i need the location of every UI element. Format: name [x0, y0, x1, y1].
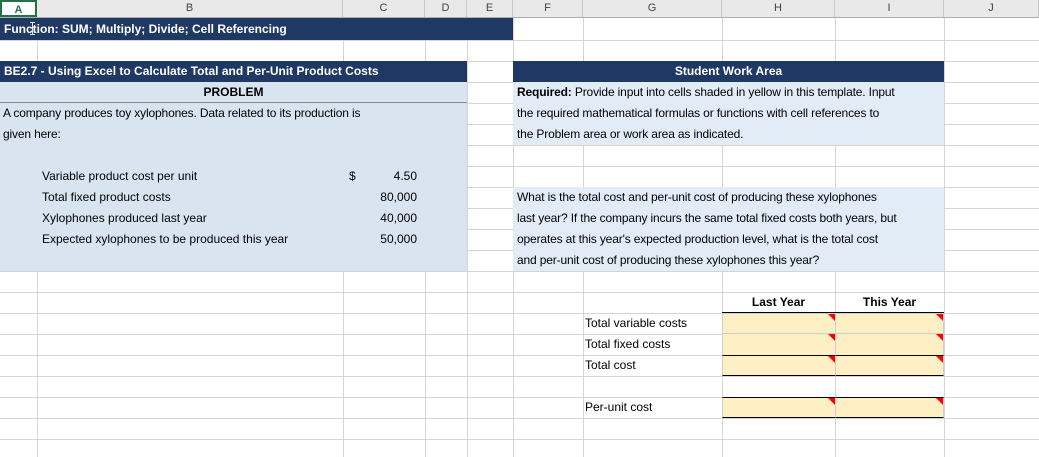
- problem-label[interactable]: PROBLEM: [0, 82, 467, 103]
- required-block: Required: Provide input into cells shade…: [513, 82, 944, 145]
- input-cell-per-unit-cost-this-year[interactable]: [835, 397, 944, 418]
- question-line-3: operates at this year's expected product…: [517, 232, 878, 246]
- currency-symbol: $: [349, 169, 356, 183]
- required-line-2: the required mathematical formulas or fu…: [517, 106, 880, 120]
- comment-indicator-icon: [936, 314, 943, 321]
- column-header-c[interactable]: C: [343, 0, 425, 17]
- column-header-row: A B C D E F G H I J: [0, 0, 1039, 18]
- item-value-fixed-costs[interactable]: 80,000: [343, 187, 419, 208]
- question-line-2: last year? If the company incurs the sam…: [517, 211, 897, 225]
- item-label-expected-this-year[interactable]: Expected xylophones to be produced this …: [42, 232, 289, 246]
- item-value-text: 80,000: [380, 190, 417, 204]
- comment-indicator-icon: [936, 356, 943, 363]
- problem-panel: PROBLEM A company produces toy xylophone…: [0, 82, 467, 271]
- row-label-per-unit-cost[interactable]: Per-unit cost: [585, 400, 653, 414]
- input-cell-total-cost-last-year[interactable]: [722, 355, 835, 376]
- input-cell-total-fixed-costs-last-year[interactable]: [722, 334, 835, 355]
- item-label-produced-last-year[interactable]: Xylophones produced last year: [42, 211, 207, 225]
- column-header-j[interactable]: J: [944, 0, 1039, 17]
- table-header-this-year[interactable]: This Year: [835, 292, 944, 313]
- item-value-text: 40,000: [380, 211, 417, 225]
- question-line-4: and per-unit cost of producing these xyl…: [517, 253, 820, 267]
- comment-indicator-icon: [828, 398, 835, 405]
- column-header-g[interactable]: G: [583, 0, 722, 17]
- column-header-a[interactable]: A: [0, 0, 37, 17]
- comment-indicator-icon: [828, 314, 835, 321]
- question-line-1: What is the total cost and per-unit cost…: [517, 190, 877, 204]
- input-cell-total-cost-this-year[interactable]: [835, 355, 944, 376]
- input-cell-total-variable-costs-this-year[interactable]: [835, 313, 944, 334]
- comment-indicator-icon: [936, 398, 943, 405]
- cell-a1-function-title[interactable]: Function: SUM; Multiply; Divide; Cell Re…: [0, 18, 513, 40]
- input-cell-per-unit-cost-last-year[interactable]: [722, 397, 835, 418]
- work-area-section-header[interactable]: Student Work Area: [513, 61, 944, 82]
- item-value-variable-cost[interactable]: $ 4.50: [343, 166, 419, 187]
- function-title-text: Function: SUM; Multiply; Divide; Cell Re…: [4, 22, 287, 36]
- comment-indicator-icon: [828, 334, 835, 341]
- input-cell-total-variable-costs-last-year[interactable]: [722, 313, 835, 334]
- item-value-produced-last-year[interactable]: 40,000: [343, 208, 419, 229]
- comment-indicator-icon: [936, 334, 943, 341]
- required-line-3: the Problem area or work area as indicat…: [517, 127, 744, 141]
- row-label-total-fixed-costs[interactable]: Total fixed costs: [585, 337, 671, 351]
- input-cell-total-fixed-costs-this-year[interactable]: [835, 334, 944, 355]
- required-label: Required:: [517, 85, 572, 99]
- problem-section-header[interactable]: BE2.7 - Using Excel to Calculate Total a…: [0, 61, 467, 82]
- question-block: What is the total cost and per-unit cost…: [513, 187, 944, 271]
- description-line-2: given here:: [3, 127, 61, 141]
- text-caret: [30, 22, 35, 35]
- comment-indicator-icon: [828, 356, 835, 363]
- column-header-f[interactable]: F: [513, 0, 583, 17]
- required-line-1: Provide input into cells shaded in yello…: [574, 85, 895, 99]
- column-header-d[interactable]: D: [425, 0, 467, 17]
- item-value-expected-this-year[interactable]: 50,000: [343, 229, 419, 250]
- column-header-e[interactable]: E: [467, 0, 513, 17]
- item-value-text: 50,000: [380, 232, 417, 246]
- column-header-i[interactable]: I: [835, 0, 944, 17]
- row-label-total-cost[interactable]: Total cost: [585, 358, 636, 372]
- item-label-fixed-costs[interactable]: Total fixed product costs: [42, 190, 171, 204]
- item-label-variable-cost[interactable]: Variable product cost per unit: [42, 169, 198, 183]
- column-header-h[interactable]: H: [722, 0, 835, 17]
- row-label-total-variable-costs[interactable]: Total variable costs: [585, 316, 688, 330]
- table-header-last-year[interactable]: Last Year: [722, 292, 835, 313]
- description-line-1: A company produces toy xylophones. Data …: [3, 106, 361, 120]
- item-value-text: 4.50: [393, 169, 417, 183]
- column-header-b[interactable]: B: [37, 0, 343, 17]
